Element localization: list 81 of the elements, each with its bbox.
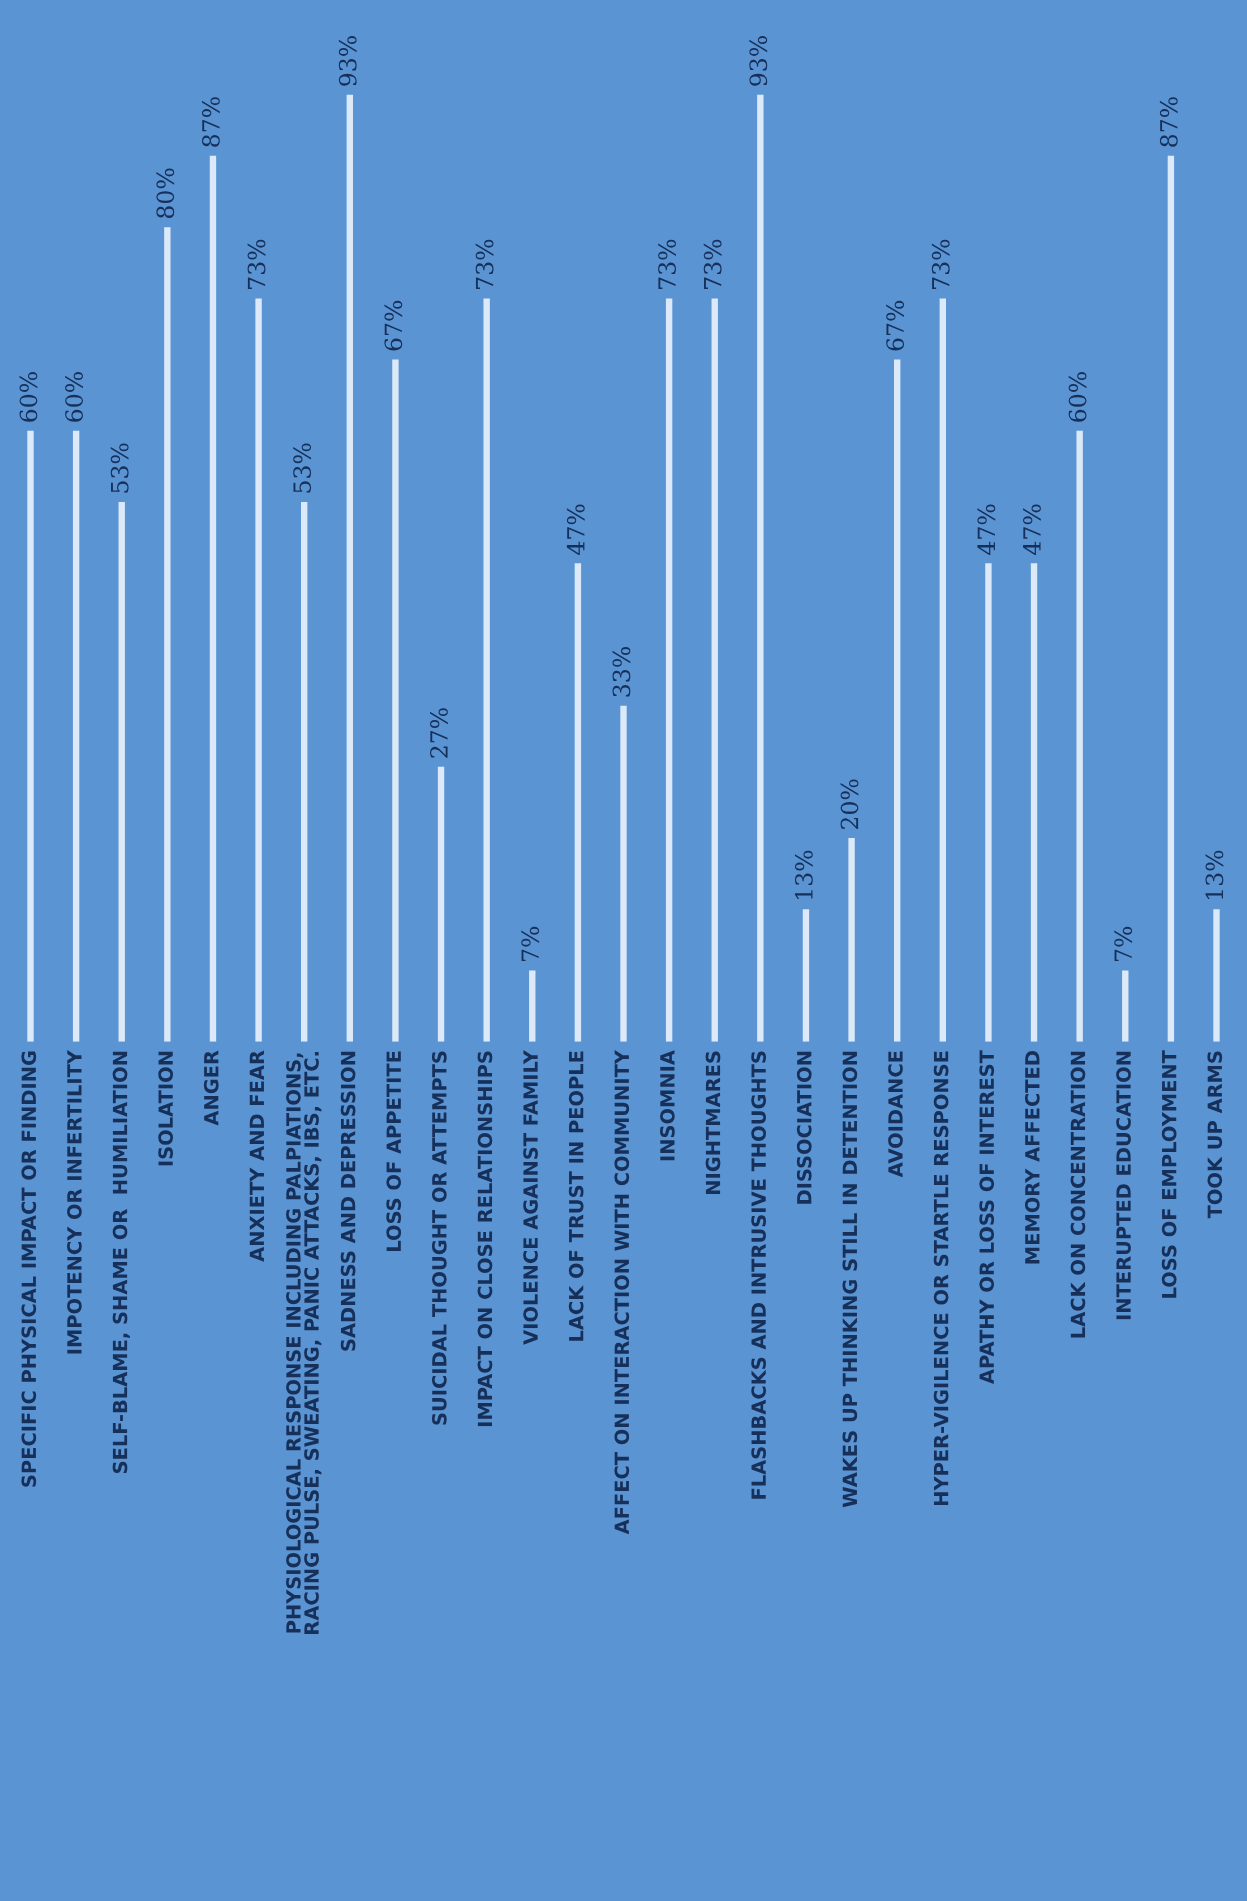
- bar: [27, 430, 34, 1042]
- x-tick-label: NIGHTMARES: [705, 1051, 721, 1194]
- data-label: 13%: [1205, 850, 1224, 899]
- x-tick-label: SADNESS AND DEPRESSION: [340, 1051, 356, 1351]
- data-label: 73%: [247, 239, 266, 289]
- bar: [255, 298, 262, 1042]
- bar: [346, 94, 353, 1042]
- x-tick-label: MEMORY AFFECTED: [1024, 1051, 1040, 1264]
- data-label: 93%: [338, 36, 357, 86]
- bar: [711, 298, 718, 1042]
- bar: [72, 430, 80, 1042]
- bar: [665, 298, 673, 1042]
- bar: [1213, 909, 1220, 1042]
- x-tick-label: SUICIDAL THOUGHT OR ATTEMPTS: [431, 1051, 447, 1425]
- bar: [802, 909, 810, 1042]
- data-label: 73%: [475, 239, 494, 289]
- data-label: 27%: [430, 708, 448, 758]
- x-tick-label: INSOMNIA: [660, 1050, 675, 1161]
- x-tick-label: INTERUPTED EDUCATION: [1116, 1051, 1131, 1320]
- data-label: 47%: [1023, 504, 1041, 555]
- bar: [620, 705, 627, 1042]
- data-label: 67%: [384, 300, 403, 351]
- data-label: 73%: [703, 239, 722, 289]
- data-label: 87%: [201, 97, 220, 147]
- bar: [757, 94, 764, 1042]
- bar: [118, 502, 125, 1042]
- bar: [529, 970, 536, 1042]
- bar: [164, 227, 171, 1042]
- x-tick-label: LACK ON CONCENTRATION: [1070, 1051, 1086, 1338]
- x-tick-label: LACK OF TRUST IN PEOPLE: [568, 1051, 584, 1341]
- data-label: 7%: [521, 926, 540, 961]
- data-label: 60%: [19, 372, 38, 422]
- bar: [985, 563, 992, 1042]
- x-tick-label: ANXIETY AND FEAR: [249, 1050, 264, 1262]
- data-label: 33%: [612, 647, 631, 697]
- bar: [483, 298, 490, 1042]
- x-tick-label: APATHY OR LOSS OF INTEREST: [979, 1050, 995, 1384]
- x-tick-label: ISOLATION: [158, 1051, 173, 1166]
- data-label: 60%: [65, 372, 83, 422]
- data-label: 73%: [658, 239, 676, 289]
- bar: [1122, 970, 1129, 1042]
- x-tick-label: DISSOCIATION: [796, 1051, 812, 1204]
- data-label: 80%: [156, 168, 175, 219]
- bar: [848, 838, 855, 1042]
- bar: [437, 766, 445, 1042]
- data-label: 67%: [886, 300, 905, 351]
- x-tick-label: ANGER: [203, 1050, 219, 1126]
- bar: [209, 155, 217, 1042]
- data-label: 47%: [566, 504, 585, 555]
- x-tick-label: WAKES UP THINKING STILL IN DETENTION: [842, 1051, 858, 1508]
- x-tick-label: FLASHBACKS AND INTRUSIVE THOUGHTS: [751, 1051, 766, 1499]
- x-tick-label: SPECIFIC PHYSICAL IMPACT OR FINDING: [21, 1051, 37, 1487]
- bar: [894, 359, 901, 1042]
- data-label: 53%: [293, 443, 312, 493]
- bar: [301, 502, 308, 1042]
- data-label: 20%: [840, 779, 859, 829]
- data-label: 53%: [110, 443, 129, 493]
- x-tick-label: PHYSIOLOGICAL RESPONSE INCLUDING PALPIATIONS, RACING PULSE, SWEATING, PANIC ATTACKS, IBS, ETC.: [286, 1052, 322, 1634]
- bar: [939, 298, 946, 1042]
- x-tick-label: AVOIDANCE: [888, 1051, 903, 1178]
- x-tick-label: SELF-BLAME, SHAME OR HUMILIATION: [112, 1051, 130, 1474]
- x-tick-label: IMPACT ON CLOSE RELATIONSHIPS: [477, 1051, 493, 1427]
- data-label: 13%: [794, 850, 813, 899]
- x-tick-label: LOSS OF EMPLOYMENT: [1161, 1050, 1177, 1298]
- data-label: 93%: [749, 36, 768, 86]
- x-tick-label: TOOK UP ARMS: [1207, 1051, 1223, 1219]
- x-tick-label: VIOLENCE AGAINST FAMILY: [523, 1049, 538, 1345]
- x-tick-label: LOSS OF APPETITE: [386, 1051, 402, 1251]
- x-tick-label: IMPOTENCY OR INFERTILITY: [67, 1049, 82, 1354]
- bar: [1076, 430, 1083, 1042]
- data-label: 87%: [1159, 97, 1178, 147]
- data-label: 73%: [931, 239, 950, 289]
- data-label: 60%: [1068, 372, 1087, 422]
- bar: [574, 563, 582, 1042]
- x-tick-label: AFFECT ON INTERACTION WITH COMMUNITY: [614, 1049, 630, 1535]
- x-tick-label: HYPER-VIGILENCE OR STARTLE RESPONSE: [933, 1051, 949, 1506]
- bar: [392, 359, 399, 1042]
- data-label: 47%: [977, 504, 996, 555]
- data-label: 7%: [1114, 926, 1133, 961]
- bar: [1030, 563, 1038, 1042]
- bar: [1167, 155, 1175, 1042]
